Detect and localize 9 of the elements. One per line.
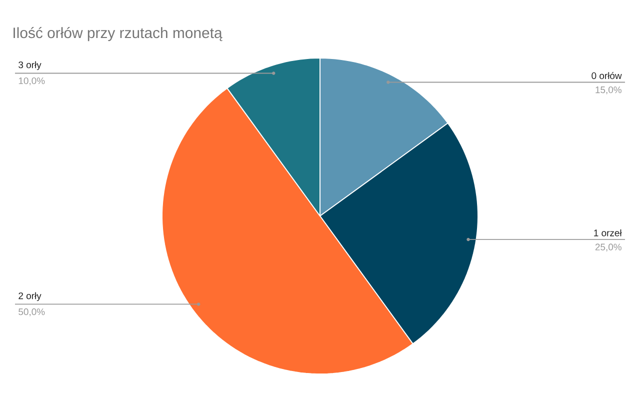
slice-label: 1 orzeł bbox=[594, 229, 622, 236]
slice-label: 0 orłów bbox=[592, 72, 622, 80]
data-label: 25,0% bbox=[595, 244, 622, 252]
chart-title: Ilość orłów przy rzutach monetą bbox=[14, 27, 222, 42]
data-label: 15,0% bbox=[596, 86, 622, 94]
slice-label: 2 orły bbox=[18, 292, 42, 302]
slice-label: 3 orły bbox=[18, 61, 42, 70]
data-label: 10,0% bbox=[18, 77, 45, 86]
data-label: 50,0% bbox=[18, 308, 45, 316]
